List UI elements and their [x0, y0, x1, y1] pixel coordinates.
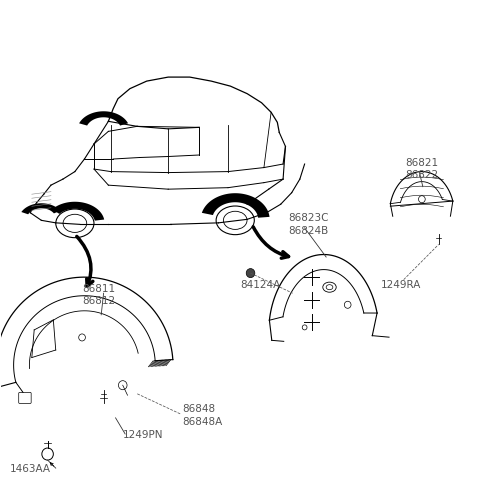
Text: 86823C
86824B: 86823C 86824B: [288, 213, 328, 235]
Text: 84124A: 84124A: [240, 280, 280, 290]
Text: 1249RA: 1249RA: [381, 280, 421, 290]
Polygon shape: [202, 193, 270, 218]
Polygon shape: [79, 111, 128, 125]
Polygon shape: [52, 202, 104, 221]
Text: 1463AA: 1463AA: [10, 464, 51, 474]
Text: 86811
86812: 86811 86812: [82, 284, 115, 306]
Text: 1249PN: 1249PN: [123, 430, 163, 440]
Circle shape: [246, 269, 255, 278]
Text: 86821
86822: 86821 86822: [405, 158, 438, 180]
Text: 86848
86848A: 86848 86848A: [182, 404, 223, 426]
Polygon shape: [21, 203, 60, 214]
